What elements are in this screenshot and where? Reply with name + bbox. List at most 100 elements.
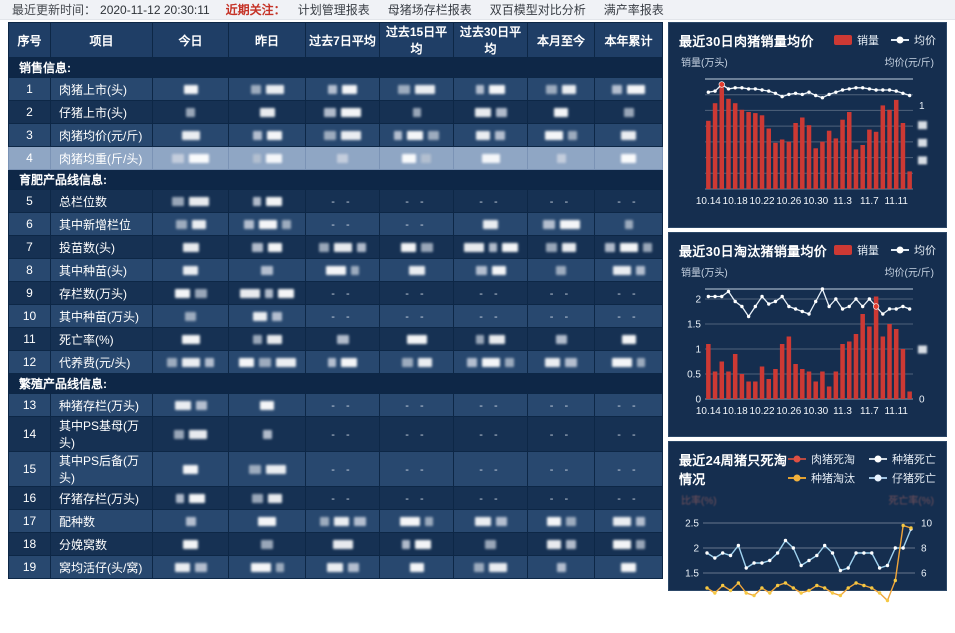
table-row[interactable]: 1 肉猪上市(头) [8,77,663,101]
data-cell [527,327,595,351]
table-row[interactable]: 7 投苗数(头) [8,235,663,259]
redacted-value [167,357,177,367]
data-cell [152,416,229,452]
table-row[interactable]: 13 种猪存栏(万头) - - - - - - - - - - [8,393,663,417]
redacted-cell [154,260,228,281]
y-axis-left-unit: 销量(万头) [681,58,728,69]
svg-text:11.11: 11.11 [884,196,908,207]
data-cell: - - [305,189,380,213]
legend-item[interactable]: 均价 [891,242,936,258]
legend-item[interactable]: 仔猪死亡 [869,470,936,486]
no-data-dashes: - - [549,311,573,323]
table-row[interactable]: 12 代养费(元/头) [8,350,663,374]
redacted-value [474,107,491,117]
redacted-value [402,539,410,549]
right-axis-labels: 0 [918,345,927,406]
redacted-value [565,516,576,526]
redacted-cell [455,511,527,532]
redacted-cell [381,102,453,123]
data-cell [379,123,454,147]
no-data-dashes: - - [479,288,502,300]
table-row[interactable]: 9 存栏数(万头) - - - - - - - - - - [8,281,663,305]
nav-link-plan-report[interactable]: 计划管理报表 [297,3,370,17]
legend-item[interactable]: 肉猪死淘 [788,451,855,467]
nav-link-sow-farm-inventory-report[interactable]: 母猪场存栏报表 [387,3,472,17]
data-cell [594,532,663,556]
legend-dot-icon [896,246,904,254]
svg-text:10.22: 10.22 [750,196,775,207]
table-row[interactable]: 16 仔猪存栏(万头) - - - - - - - - - - [8,486,663,510]
redacted-value [250,562,271,572]
legend-item[interactable]: 销量 [834,242,879,258]
svg-text:10: 10 [921,519,933,530]
column-header: 今日 [152,22,229,58]
redacted-cell [230,237,305,258]
svg-text:0.5: 0.5 [687,370,701,381]
redacted-cell [529,214,594,235]
redacted-value [189,429,207,439]
redacted-value [326,562,343,572]
table-row[interactable]: 17 配种数 [8,509,663,533]
no-data-dashes: - - [617,196,640,208]
data-cell [305,327,380,351]
legend-item[interactable]: 种猪淘汰 [788,470,855,486]
nav-link-full-capacity-report[interactable]: 满产率报表 [603,3,664,17]
redacted-cell [455,260,527,281]
no-data-dashes: - - [549,429,573,441]
redacted-value [357,242,366,252]
redacted-value [341,107,361,117]
data-cell [152,189,229,213]
redacted-cell [154,214,228,235]
svg-text:10.14: 10.14 [696,406,721,417]
nav-link-double-hundred-model-compare[interactable]: 双百模型对比分析 [489,3,586,17]
redacted-value [281,219,291,229]
no-data-dashes: - - [549,288,573,300]
redacted-cell [455,125,527,146]
redacted-cell [154,283,228,304]
table-row[interactable]: 15 其中PS后备(万头) - - - - - - - - - - [8,451,663,487]
data-cell [527,123,595,147]
table-row[interactable]: 2 仔猪上市(头) [8,100,663,124]
table-row[interactable]: 5 总栏位数 - - - - - - - - - - [8,189,663,213]
redacted-value [401,357,413,367]
row-item-label: 仔猪上市(头) [50,100,153,124]
redacted-cell [596,329,662,350]
redacted-value [407,130,423,140]
table-row[interactable]: 3 肉猪均价(元/斤) [8,123,663,147]
death-cull-line-chart: 2.5 10 2 8 1.5 6 [685,519,933,603]
table-row[interactable]: 18 分娩窝数 [8,532,663,556]
row-number: 11 [8,327,51,351]
redacted-value [398,84,410,94]
redacted-value [623,107,634,117]
svg-text:8: 8 [921,544,927,555]
legend-line-swatch [891,246,909,254]
chart-legend: 肉猪死淘 种猪死亡 种猪淘汰 仔猪死亡 [788,451,936,486]
data-cell [228,416,306,452]
redacted-cell [529,102,594,123]
table-row[interactable]: 11 死亡率(%) [8,327,663,351]
legend-item[interactable]: 销量 [834,32,879,48]
table-row[interactable]: 4 肉猪均重(斤/头) [8,146,663,170]
table-row[interactable]: 19 窝均活仔(头/窝) [8,555,663,579]
data-cell [453,509,528,533]
row-number: 8 [8,258,51,282]
table-row[interactable]: 10 其中种苗(万头) - - - - - - - - - - [8,304,663,328]
no-data-dashes: - - [479,493,502,505]
table-row[interactable]: 8 其中种苗(头) [8,258,663,282]
data-cell [228,258,306,282]
redacted-value [258,516,276,526]
table-header-row: 序号 项目 今日 昨日 过去7日平均 过去15日平均 过去30日平均 本月至今 本年累计 [8,22,663,58]
no-data-dashes: - - [405,400,428,412]
redacted-cell [307,329,379,350]
redacted-value [336,334,349,344]
row-number: 1 [8,77,51,101]
table-row[interactable]: 6 其中新增栏位 - - - - [8,212,663,236]
redacted-value [621,334,636,344]
table-row[interactable]: 14 其中PS基母(万头) - - - - - - - - - - [8,416,663,452]
redacted-value [265,84,284,94]
redacted-value [271,311,282,321]
legend-item[interactable]: 均价 [891,32,936,48]
legend-item[interactable]: 种猪死亡 [869,451,936,467]
redacted-cell [307,260,379,281]
